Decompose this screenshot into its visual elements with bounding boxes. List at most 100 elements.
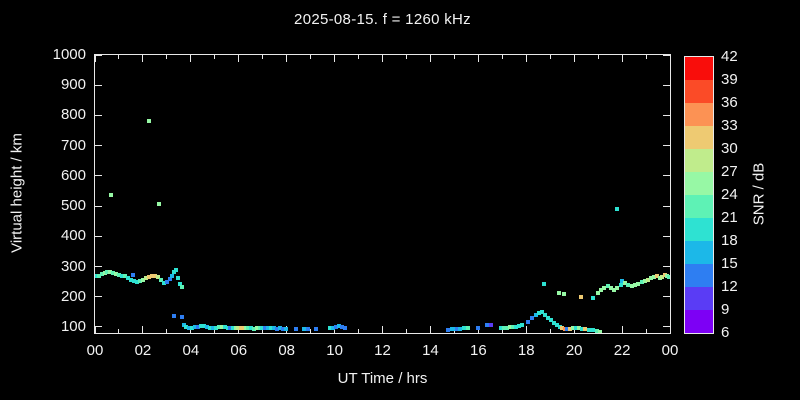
data-point [449,327,454,332]
colorbar-segment [685,172,713,195]
y-axis-tick [95,114,102,116]
data-point [655,273,660,278]
colorbar-tick-label: 6 [721,324,730,341]
x-axis-tick [238,55,240,62]
data-point [104,270,109,275]
x-axis-title: UT Time / hrs [337,370,428,387]
x-axis-tick [645,329,647,333]
y-axis-tick [95,205,102,207]
colorbar-segment [685,264,713,287]
x-tick-label: 06 [230,342,248,359]
data-point [577,325,582,330]
x-axis-tick [142,55,144,62]
y-axis-tick [663,296,670,298]
x-axis-tick [166,329,168,333]
data-point [612,288,617,293]
data-point [660,274,665,279]
data-point [667,275,670,280]
y-tick-label: 400 [60,227,86,245]
data-point [620,279,625,284]
data-point [173,268,178,273]
y-tick-label: 800 [60,106,86,124]
data-point [330,325,335,330]
y-tick-label: 300 [60,257,86,275]
data-point [251,326,256,331]
data-point [462,326,467,331]
data-point [633,283,638,288]
data-point [225,325,230,330]
data-point [204,324,209,329]
plot-area [94,54,671,334]
x-tick-label: 00 [86,342,104,359]
x-axis-tick [549,329,551,333]
data-point [342,325,347,330]
data-point [120,273,125,278]
data-point [162,280,166,285]
data-point [339,324,344,329]
data-point [452,327,457,332]
x-tick-label: 08 [278,342,295,359]
y-tick-label: 100 [60,317,86,335]
x-tick-label: 12 [374,342,391,359]
data-point [131,272,136,277]
data-point [172,314,177,319]
colorbar-tick-label: 9 [721,301,730,318]
y-tick-label: 900 [60,76,86,94]
y-axis-tick [663,235,670,237]
data-point [662,272,667,277]
x-tick-label: 00 [661,342,679,359]
data-point [336,324,341,329]
x-axis-tick [286,55,288,62]
colorbar-segment [685,241,713,264]
x-axis-tick [525,55,527,62]
x-tick-label: 10 [326,342,343,359]
data-point [542,282,547,287]
x-tick-label: 16 [469,342,487,359]
y-axis-tick [95,235,102,237]
data-point [580,327,585,332]
colorbar-tick-label: 12 [721,278,738,295]
data-point [557,291,562,296]
y-axis-tick [95,55,102,56]
x-axis-tick [334,55,336,62]
data-point [476,326,481,331]
y-axis-tick [95,266,102,268]
data-point [562,292,567,297]
x-axis-tick [525,326,527,333]
data-point [198,324,203,329]
data-point [144,276,149,280]
data-point [574,326,579,331]
data-point [116,272,121,277]
data-point [595,328,600,333]
x-axis-tick [262,329,264,333]
data-point [140,277,145,282]
colorbar-segment [685,103,713,126]
colorbar-segment [685,126,713,149]
data-point [485,323,490,328]
y-tick-label: 200 [60,287,86,305]
data-point [248,326,253,331]
data-point [186,325,191,330]
data-point [177,282,182,287]
data-point [167,276,172,281]
y-tick-label: 500 [60,197,86,215]
data-point [179,314,184,319]
x-axis-tick [621,55,623,62]
data-point [555,322,560,327]
data-point [213,325,218,330]
data-point [615,286,620,291]
colorbar-tick-label: 36 [721,94,738,111]
data-point [606,284,611,289]
x-axis-tick [477,55,479,62]
data-point [259,325,264,330]
y-tick-label: 600 [60,166,86,184]
y-axis-tick [663,145,670,147]
data-point [540,309,545,314]
x-axis-tick [214,55,216,59]
x-axis-tick [382,55,383,62]
data-point [240,325,245,330]
data-point [327,326,332,331]
data-point [227,326,232,331]
x-tick-label: 14 [422,342,439,359]
data-point [222,325,227,330]
